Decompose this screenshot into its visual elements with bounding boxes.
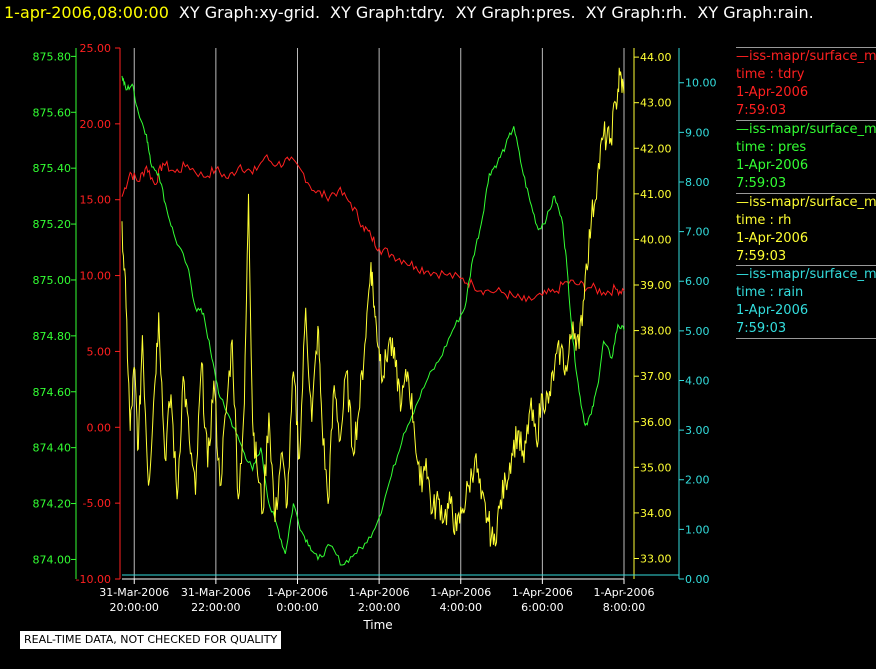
y-tick-label-pres: 875.80 xyxy=(33,50,72,63)
y-tick-label-rh: 44.00 xyxy=(640,51,672,64)
x-tick-label-date: 1-Apr-2006 xyxy=(349,586,410,599)
legend-date: 1-Apr-2006 xyxy=(736,231,809,246)
legend-variable: time : tdry xyxy=(736,67,805,82)
y-tick-label-tdry: 0.00 xyxy=(87,421,112,434)
timestamp-label: 1-apr-2006,08:00:00 xyxy=(4,3,169,22)
graph-name-xy-grid: XY Graph:xy-grid. xyxy=(178,3,321,22)
x-tick-label-time: 22:00:00 xyxy=(191,601,240,614)
legend-date: 1-Apr-2006 xyxy=(736,303,809,318)
y-tick-label-pres: 875.40 xyxy=(33,162,72,175)
y-tick-label-rain: 2.00 xyxy=(685,474,710,487)
quality-notice: REAL-TIME DATA, NOT CHECKED FOR QUALITY xyxy=(20,631,282,649)
legend-entry-tdry: —iss-mapr/surface_m time : tdry 1-Apr-20… xyxy=(736,47,876,120)
y-tick-label-rain: 3.00 xyxy=(685,424,710,437)
y-tick-label-rh: 34.00 xyxy=(640,507,672,520)
y-tick-label-rh: 41.00 xyxy=(640,188,672,201)
y-tick-label-tdry: 20.00 xyxy=(80,118,112,131)
legend-time: 7:59:03 xyxy=(736,176,787,191)
y-tick-label-pres: 874.40 xyxy=(33,442,72,455)
y-tick-label-rh: 35.00 xyxy=(640,461,672,474)
x-tick-label-date: 1-Apr-2006 xyxy=(512,586,573,599)
y-tick-label-rain: 1.00 xyxy=(685,523,710,536)
y-tick-label-rain: 8.00 xyxy=(685,176,710,189)
y-tick-label-tdry: -5.00 xyxy=(83,497,111,510)
graph-name-rh: XY Graph:rh. xyxy=(585,3,688,22)
graph-name-rain: XY Graph:rain. xyxy=(697,3,814,22)
x-tick-label-time: 20:00:00 xyxy=(110,601,159,614)
x-tick-label-date: 31-Mar-2006 xyxy=(99,586,169,599)
y-tick-label-rh: 37.00 xyxy=(640,370,672,383)
y-tick-label-tdry: 15.00 xyxy=(80,194,112,207)
y-tick-label-rh: 33.00 xyxy=(640,552,672,565)
legend-date: 1-Apr-2006 xyxy=(736,85,809,100)
legend-entry-pres: —iss-mapr/surface_m time : pres 1-Apr-20… xyxy=(736,120,876,193)
y-tick-label-pres: 875.60 xyxy=(33,106,72,119)
legend-source: —iss-mapr/surface_m xyxy=(736,267,876,282)
y-tick-label-rh: 38.00 xyxy=(640,325,672,338)
y-tick-label-rh: 43.00 xyxy=(640,97,672,110)
y-tick-label-pres: 874.60 xyxy=(33,386,72,399)
legend-variable: time : rh xyxy=(736,213,792,228)
y-tick-label-rain: 6.00 xyxy=(685,275,710,288)
y-tick-label-pres: 874.20 xyxy=(33,498,72,511)
y-tick-label-pres: 875.00 xyxy=(33,274,72,287)
series-line-rh xyxy=(121,67,625,547)
x-tick-label-time: 2:00:00 xyxy=(358,601,400,614)
legend-source: —iss-mapr/surface_m xyxy=(736,49,876,64)
y-tick-label-tdry: 5.00 xyxy=(87,345,112,358)
chart-title-bar: 1-apr-2006,08:00:00 XY Graph:xy-grid. XY G… xyxy=(4,3,814,22)
y-tick-label-pres: 874.00 xyxy=(33,553,72,566)
legend-time: 7:59:03 xyxy=(736,103,787,118)
x-axis-label: Time xyxy=(362,618,392,632)
y-tick-label-rain: 0.00 xyxy=(685,573,710,586)
y-tick-label-rain: 9.00 xyxy=(685,126,710,139)
y-tick-label-tdry: 25.00 xyxy=(80,42,112,55)
y-tick-label-tdry: 10.00 xyxy=(80,270,112,283)
legend-date: 1-Apr-2006 xyxy=(736,158,809,173)
x-tick-label-time: 4:00:00 xyxy=(440,601,482,614)
graph-name-pres: XY Graph:pres. xyxy=(455,3,576,22)
x-tick-label-date: 1-Apr-2006 xyxy=(430,586,491,599)
x-tick-label-date: 31-Mar-2006 xyxy=(181,586,251,599)
y-tick-label-rain: 4.00 xyxy=(685,374,710,387)
legend-entry-rh: —iss-mapr/surface_m time : rh 1-Apr-2006… xyxy=(736,193,876,266)
x-tick-label-time: 6:00:00 xyxy=(521,601,563,614)
series-line-tdry xyxy=(121,153,625,303)
y-tick-label-rh: 36.00 xyxy=(640,416,672,429)
y-tick-label-tdry: -10.00 xyxy=(76,573,111,586)
y-tick-label-rh: 42.00 xyxy=(640,142,672,155)
x-tick-label-time: 8:00:00 xyxy=(603,601,645,614)
y-tick-label-rain: 10.00 xyxy=(685,77,717,90)
graph-name-tdry: XY Graph:tdry. xyxy=(330,3,446,22)
legend-source: —iss-mapr/surface_m xyxy=(736,195,876,210)
legend-variable: time : pres xyxy=(736,140,807,155)
y-tick-label-rh: 39.00 xyxy=(640,279,672,292)
y-tick-label-rh: 40.00 xyxy=(640,233,672,246)
y-tick-label-rain: 7.00 xyxy=(685,226,710,239)
x-tick-label-time: 0:00:00 xyxy=(276,601,318,614)
y-tick-label-rain: 5.00 xyxy=(685,325,710,338)
x-tick-label-date: 1-Apr-2006 xyxy=(593,586,654,599)
legend-entry-rain: —iss-mapr/surface_m time : rain 1-Apr-20… xyxy=(736,265,876,339)
legend-time: 7:59:03 xyxy=(736,249,787,264)
legend-source: —iss-mapr/surface_m xyxy=(736,122,876,137)
x-tick-label-date: 1-Apr-2006 xyxy=(267,586,328,599)
y-tick-label-pres: 874.80 xyxy=(33,330,72,343)
legend-time: 7:59:03 xyxy=(736,321,787,336)
series-line-pres xyxy=(121,75,625,566)
y-tick-label-pres: 875.20 xyxy=(33,218,72,231)
legend-variable: time : rain xyxy=(736,285,804,300)
